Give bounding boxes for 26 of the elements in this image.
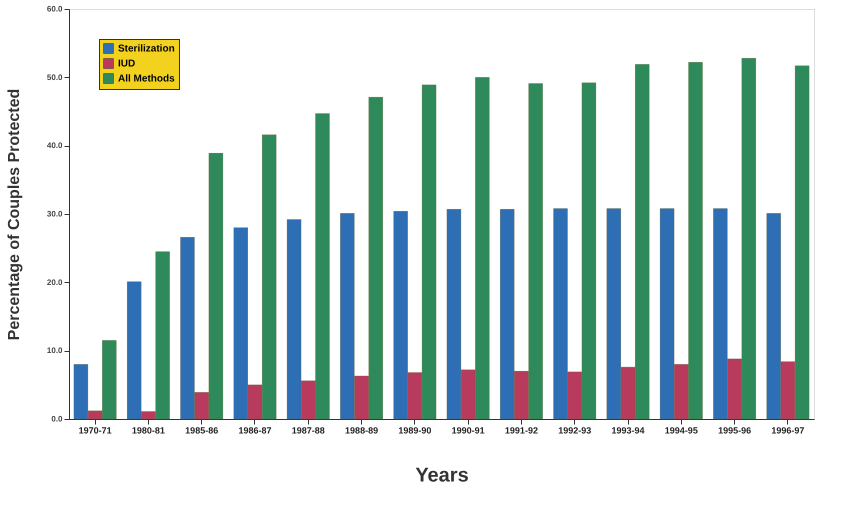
y-tick-label: 40.0: [46, 141, 64, 150]
x-tick-label: 1990-91: [452, 426, 485, 436]
x-tick-label: 1988-89: [345, 426, 378, 436]
x-tick-label: 1996-97: [771, 426, 804, 436]
x-tick-label: 1991-92: [504, 426, 538, 436]
y-axis-title: Percentage of Couples Protected: [6, 88, 23, 340]
x-tick-label: 1989-90: [398, 426, 432, 436]
x-tick-label: 1994-95: [664, 426, 698, 436]
y-tick-label: 30.0: [46, 210, 64, 218]
x-tick-label: 1986-87: [238, 426, 272, 436]
y-tick-label: 0.0: [51, 414, 64, 424]
x-tick-label: 1992-93: [558, 426, 592, 436]
legend-label: IUD: [118, 58, 136, 70]
x-tick-label: 1995-96: [718, 426, 752, 436]
x-tick-label: 1985-86: [185, 426, 218, 436]
legend-label: All Methods: [118, 74, 176, 84]
y-tick-label: 50.0: [46, 72, 64, 82]
x-tick-label: 1987-88: [292, 426, 325, 436]
y-tick-label: 20.0: [46, 278, 64, 287]
legend-label: Sterilization: [118, 44, 175, 54]
x-tick-label: 1970-71: [78, 426, 112, 436]
y-tick-label: 60.0: [46, 4, 64, 14]
x-tick-label: 1993-94: [612, 426, 645, 436]
x-tick-label: 1980-81: [132, 426, 165, 436]
y-tick-label: 10.0: [46, 346, 64, 356]
x-axis-title: Years: [415, 464, 469, 486]
